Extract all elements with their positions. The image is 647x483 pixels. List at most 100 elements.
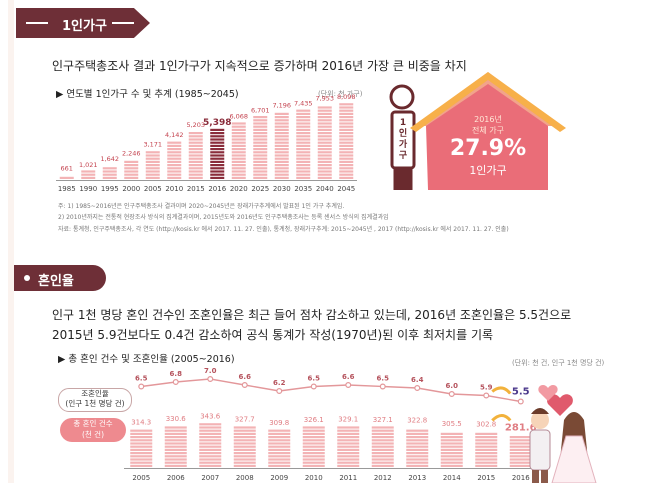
bar-segment — [302, 461, 325, 464]
bar-segment — [317, 167, 332, 170]
bar-segment — [317, 135, 332, 138]
bar-segment — [233, 439, 256, 442]
bar-segment — [475, 432, 498, 435]
bar-segment — [188, 176, 203, 179]
bar-segment — [253, 170, 268, 173]
bar-segment — [199, 464, 222, 467]
section2-paragraph-line1: 인구 1천 명당 혼인 건수인 조혼인율은 최근 들어 점차 감소하고 있는데,… — [52, 308, 572, 322]
bar-segment — [317, 109, 332, 112]
bar-segment — [339, 164, 354, 167]
bar-segment — [302, 442, 325, 445]
bar-segment — [274, 167, 289, 170]
bar-segment — [210, 128, 225, 131]
bar-segment — [231, 125, 246, 128]
bar-segment — [268, 429, 291, 432]
bar-segment — [475, 452, 498, 455]
x-tick-label: 2006 — [167, 474, 185, 482]
bar-value-label: 5,203 — [186, 121, 205, 129]
bar-segment — [167, 164, 182, 167]
rate-value-label: 6.2 — [273, 379, 286, 387]
bar-segment — [406, 455, 429, 458]
bar-segment — [199, 423, 222, 426]
bar-segment — [371, 461, 394, 464]
bar-segment — [339, 154, 354, 157]
bar-segment — [199, 448, 222, 451]
bar-segment — [145, 151, 160, 154]
bar-segment — [296, 138, 311, 141]
bar-segment — [233, 432, 256, 435]
bar-segment — [210, 167, 225, 170]
bar-segment — [253, 119, 268, 122]
bar-segment — [274, 176, 289, 179]
bar-segment — [188, 148, 203, 151]
bar-segment — [339, 173, 354, 176]
chart2-title: ▶ 총 혼인 건수 및 조혼인율 (2005~2016) — [58, 354, 235, 365]
bar-segment — [102, 173, 117, 176]
bar-value-label: 7,435 — [294, 99, 313, 107]
bar-segment — [296, 141, 311, 144]
rate-point — [483, 392, 490, 399]
bar-segment — [167, 157, 182, 160]
bar-segment — [231, 151, 246, 154]
bar-group: 309.8 2009 — [268, 419, 291, 482]
rate-value-label: 6.6 — [239, 373, 252, 381]
x-tick-label: 2016 — [512, 474, 530, 482]
bar-segment — [337, 448, 360, 451]
x-tick-label: 2010 — [165, 185, 183, 193]
bar-segment — [231, 148, 246, 151]
bar-segment — [233, 445, 256, 448]
rate-label-line2: (인구 1천 명당 건) — [65, 399, 125, 408]
bar-segment — [296, 144, 311, 147]
bar-segment — [145, 173, 160, 176]
bar-segment — [164, 439, 187, 442]
bar-segment — [317, 164, 332, 167]
rate-point — [241, 382, 248, 389]
bar-segment — [317, 122, 332, 125]
bar-segment — [509, 445, 532, 448]
bar-group: 6,068 2020 — [229, 112, 248, 193]
bar-segment — [145, 157, 160, 160]
bar-segment — [274, 141, 289, 144]
bar-group: 281.6 2016 — [505, 422, 537, 482]
highlight-subject: 전체 가구 — [472, 126, 504, 135]
bar-segment — [233, 455, 256, 458]
section2-paragraph-line2: 2015년 5.9건보다도 0.4건 감소하여 공식 통계가 작성(1970년)… — [52, 328, 494, 342]
source-note: 자료: 통계청, 인구주택총조사, 각 연도 (http://kosis.kr … — [58, 226, 509, 233]
x-tick-label: 1985 — [58, 185, 76, 193]
bar-segment — [440, 452, 463, 455]
bar-value-label: 327.7 — [235, 416, 255, 424]
rate-point — [345, 382, 352, 389]
bar-value-label: 4,142 — [165, 131, 184, 139]
bar-segment — [164, 448, 187, 451]
bar-segment — [231, 173, 246, 176]
bar-value-label: 3,171 — [143, 140, 162, 148]
x-tick-label: 2030 — [273, 185, 291, 193]
rate-label-line1: 조혼인율 — [81, 389, 109, 398]
bar-segment — [406, 429, 429, 432]
bar-segment — [302, 448, 325, 451]
bar-value-label: 7,953 — [315, 94, 334, 102]
bar-segment — [302, 432, 325, 435]
bar-segment — [339, 144, 354, 147]
bar-segment — [317, 170, 332, 173]
bar-group: 661 1985 — [58, 165, 76, 193]
bar-segment — [210, 157, 225, 160]
bar-segment — [210, 138, 225, 141]
bar-group: 8,098 2045 — [337, 93, 356, 193]
bar-segment — [268, 439, 291, 442]
bar-value-label: 1,021 — [79, 161, 98, 169]
highlight-year: 2016년 — [474, 115, 502, 124]
bar-segment — [296, 148, 311, 151]
rate-line — [141, 378, 521, 403]
x-tick-label: 2040 — [316, 185, 334, 193]
bar-value-label: 661 — [61, 165, 73, 173]
bar-segment — [339, 176, 354, 179]
bar-segment — [339, 151, 354, 154]
bar-segment — [188, 160, 203, 163]
bar-segment — [253, 154, 268, 157]
bar-segment — [406, 458, 429, 461]
bar-segment — [145, 154, 160, 157]
bar-segment — [130, 432, 153, 435]
x-tick-label: 2000 — [122, 185, 140, 193]
bar-segment — [371, 442, 394, 445]
